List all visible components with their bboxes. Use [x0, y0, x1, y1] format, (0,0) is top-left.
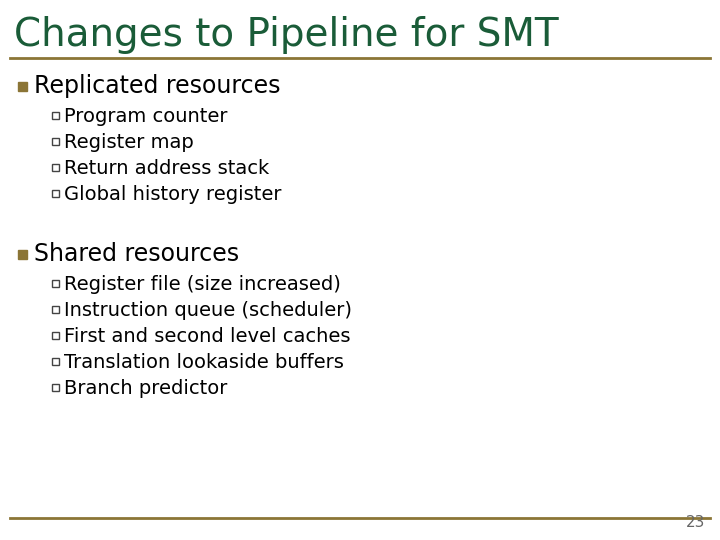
Text: Register map: Register map [64, 132, 194, 152]
Bar [52, 112, 59, 119]
Text: Return address stack: Return address stack [64, 159, 269, 178]
Bar [52, 190, 59, 197]
Text: Replicated resources: Replicated resources [34, 74, 281, 98]
Bar [18, 82, 27, 91]
Text: Program counter: Program counter [64, 106, 228, 125]
Text: 23: 23 [685, 515, 705, 530]
Text: Global history register: Global history register [64, 185, 282, 204]
Text: Branch predictor: Branch predictor [64, 379, 228, 397]
Bar [52, 332, 59, 339]
Text: Shared resources: Shared resources [34, 242, 239, 266]
Text: Instruction queue (scheduler): Instruction queue (scheduler) [64, 300, 352, 320]
Bar [52, 306, 59, 313]
Text: Changes to Pipeline for SMT: Changes to Pipeline for SMT [14, 16, 559, 54]
Bar [18, 249, 27, 259]
Bar [52, 384, 59, 391]
Text: Register file (size increased): Register file (size increased) [64, 274, 341, 294]
Bar [52, 138, 59, 145]
Bar [52, 358, 59, 365]
Text: First and second level caches: First and second level caches [64, 327, 351, 346]
Bar [52, 164, 59, 171]
Bar [52, 280, 59, 287]
Text: Translation lookaside buffers: Translation lookaside buffers [64, 353, 344, 372]
